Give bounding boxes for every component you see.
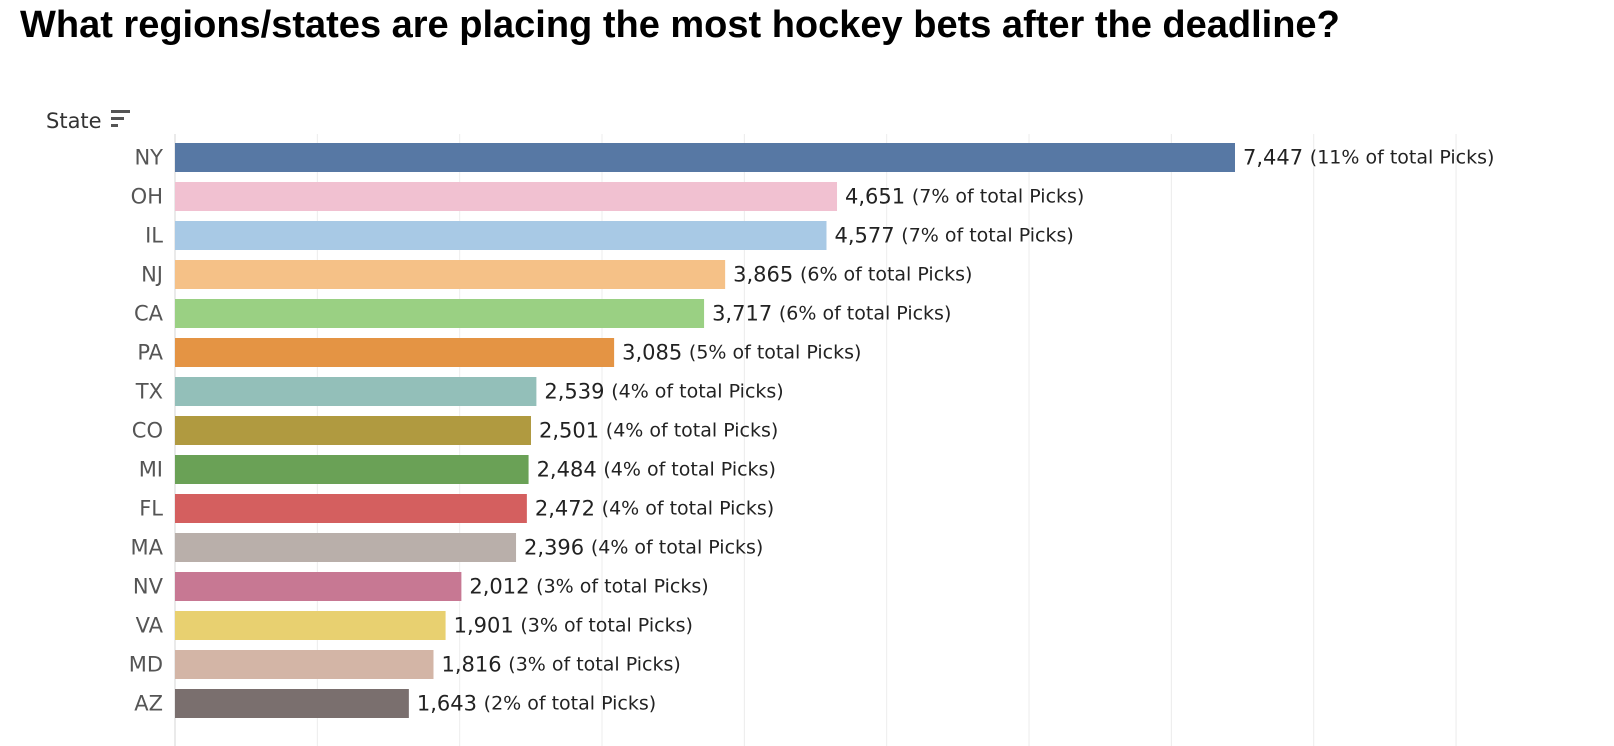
value-percent: (4% of total Picks) <box>603 459 776 481</box>
value-number: 4,651 <box>845 185 912 209</box>
sort-descending-icon[interactable] <box>110 108 132 133</box>
bar-pa[interactable] <box>175 338 615 367</box>
category-label: CO <box>132 419 163 443</box>
value-label: 2,501 (4% of total Picks) <box>539 419 778 443</box>
category-label: MI <box>139 458 163 482</box>
category-label: NV <box>133 575 164 599</box>
value-percent: (4% of total Picks) <box>606 420 779 442</box>
bar-va[interactable] <box>175 611 446 640</box>
category-label: VA <box>136 614 164 638</box>
value-label: 2,012 (3% of total Picks) <box>469 575 708 599</box>
chart-title: What regions/states are placing the most… <box>20 4 1340 46</box>
value-label: 2,539 (4% of total Picks) <box>544 380 783 404</box>
value-label: 2,396 (4% of total Picks) <box>524 536 763 560</box>
category-label: AZ <box>134 692 163 716</box>
category-label: OH <box>131 185 163 209</box>
value-percent: (3% of total Picks) <box>536 576 709 598</box>
value-number: 3,085 <box>622 341 689 365</box>
value-number: 1,901 <box>454 614 521 638</box>
value-label: 1,643 (2% of total Picks) <box>417 692 656 716</box>
value-number: 1,643 <box>417 692 484 716</box>
value-number: 2,484 <box>537 458 604 482</box>
value-labels: 7,447 (11% of total Picks) 4,651 (7% of t… <box>417 146 1495 716</box>
value-number: 7,447 <box>1243 146 1310 170</box>
category-labels: NY OH IL NJ CA PA TX CO MI FL MA NV VA MD AZ <box>129 146 164 716</box>
value-label: 3,865 (6% of total Picks) <box>733 263 972 287</box>
category-label: TX <box>135 380 163 404</box>
bar-fl[interactable] <box>175 494 527 523</box>
bar-nv[interactable] <box>175 572 462 601</box>
value-number: 3,865 <box>733 263 800 287</box>
category-label: MD <box>129 653 163 677</box>
y-axis-label: State <box>46 108 102 133</box>
category-label: CA <box>134 302 164 326</box>
value-number: 1,816 <box>441 653 508 677</box>
value-number: 2,396 <box>524 536 591 560</box>
bar-az[interactable] <box>175 689 409 718</box>
value-percent: (3% of total Picks) <box>508 654 681 676</box>
bar-ca[interactable] <box>175 299 705 328</box>
axis-header: State <box>46 108 132 133</box>
value-label: 3,085 (5% of total Picks) <box>622 341 861 365</box>
value-label: 3,717 (6% of total Picks) <box>712 302 951 326</box>
category-label: MA <box>131 536 164 560</box>
bar-il[interactable] <box>175 221 827 250</box>
bar-oh[interactable] <box>175 182 838 211</box>
bars <box>175 143 1235 718</box>
category-label: NY <box>134 146 163 170</box>
value-percent: (6% of total Picks) <box>800 264 973 286</box>
value-percent: (4% of total Picks) <box>591 537 764 559</box>
category-label: NJ <box>141 263 163 287</box>
bar-ny[interactable] <box>175 143 1235 172</box>
value-label: 1,901 (3% of total Picks) <box>454 614 693 638</box>
bar-ma[interactable] <box>175 533 517 562</box>
value-percent: (7% of total Picks) <box>901 225 1074 247</box>
value-number: 2,501 <box>539 419 606 443</box>
value-percent: (6% of total Picks) <box>779 303 952 325</box>
bar-mi[interactable] <box>175 455 529 484</box>
bar-md[interactable] <box>175 650 434 679</box>
bar-co[interactable] <box>175 416 531 445</box>
bar-nj[interactable] <box>175 260 726 289</box>
value-number: 4,577 <box>834 224 901 248</box>
value-percent: (7% of total Picks) <box>912 186 1085 208</box>
value-percent: (4% of total Picks) <box>602 498 775 520</box>
value-label: 2,484 (4% of total Picks) <box>537 458 776 482</box>
value-number: 2,012 <box>469 575 536 599</box>
bar-tx[interactable] <box>175 377 537 406</box>
value-label: 2,472 (4% of total Picks) <box>535 497 774 521</box>
category-label: IL <box>145 224 163 248</box>
value-percent: (5% of total Picks) <box>689 342 862 364</box>
value-label: 7,447 (11% of total Picks) <box>1243 146 1494 170</box>
category-label: PA <box>137 341 163 365</box>
value-label: 4,651 (7% of total Picks) <box>845 185 1084 209</box>
value-label: 1,816 (3% of total Picks) <box>441 653 680 677</box>
value-percent: (2% of total Picks) <box>484 693 657 715</box>
value-percent: (3% of total Picks) <box>520 615 693 637</box>
value-number: 2,539 <box>544 380 611 404</box>
value-percent: (4% of total Picks) <box>611 381 784 403</box>
value-percent: (11% of total Picks) <box>1310 147 1495 169</box>
value-number: 3,717 <box>712 302 779 326</box>
value-label: 4,577 (7% of total Picks) <box>834 224 1073 248</box>
category-label: FL <box>139 497 163 521</box>
value-number: 2,472 <box>535 497 602 521</box>
